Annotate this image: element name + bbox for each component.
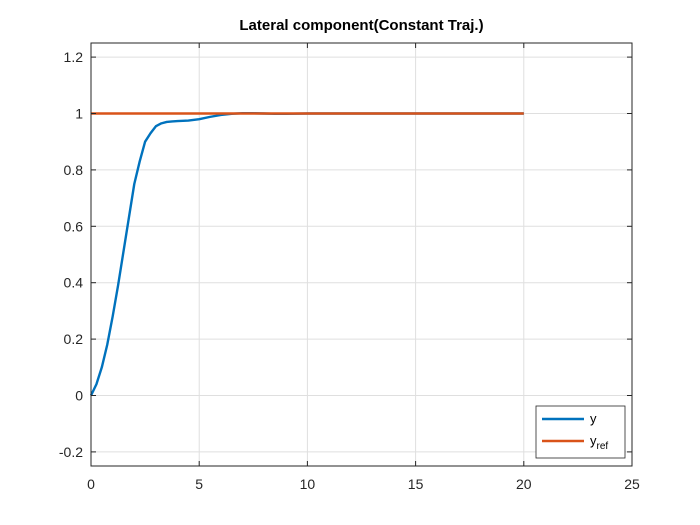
x-tick-label: 20 (516, 476, 532, 492)
chart-title: Lateral component(Constant Traj.) (239, 17, 483, 34)
y-tick-label: 0 (75, 388, 83, 404)
y-tick-label: 0.4 (64, 275, 84, 291)
plot-area (91, 43, 632, 466)
y-tick-label: 0.2 (64, 331, 84, 347)
y-tick-label: 0.6 (64, 218, 84, 234)
y-tick-label: -0.2 (59, 444, 83, 460)
series-layer (89, 112, 524, 397)
legend-label-base: y (590, 433, 597, 448)
x-tick-label: 5 (195, 476, 203, 492)
x-tick-label: 15 (408, 476, 424, 492)
legend-label-yref: yref (590, 433, 608, 452)
legend-box (535, 405, 626, 459)
legend-label-base: y (590, 411, 597, 426)
x-tick-labels: 0 5 10 15 20 25 (87, 476, 640, 492)
y-tick-labels: -0.2 0 0.2 0.4 0.6 0.8 1 1.2 (59, 49, 83, 460)
legend-label-subscript: ref (597, 441, 609, 452)
x-tick-label: 0 (87, 476, 95, 492)
y-tick-label: 1 (75, 106, 83, 122)
legend-label-y: y (590, 411, 597, 426)
y-tick-label: 1.2 (64, 49, 84, 65)
x-tick-label: 25 (624, 476, 640, 492)
x-tick-label: 10 (300, 476, 316, 492)
axes-box (90, 42, 633, 467)
y-tick-label: 0.8 (64, 162, 84, 178)
ticks (90, 43, 633, 466)
